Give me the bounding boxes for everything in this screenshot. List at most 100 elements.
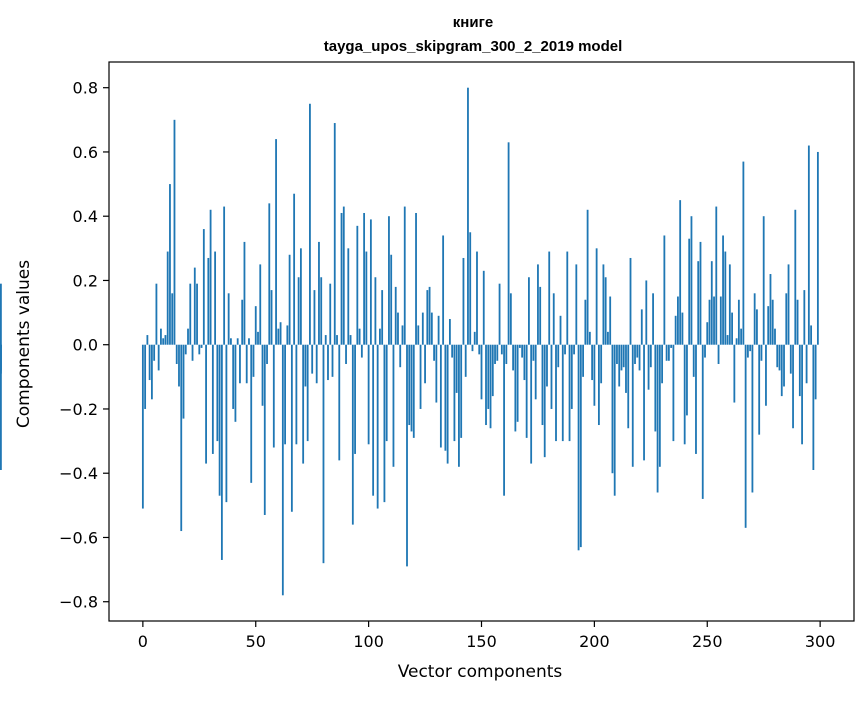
bar [299, 248, 302, 345]
bar [665, 344, 668, 361]
y-tick-label: −0.8 [59, 593, 98, 612]
bar [595, 248, 598, 345]
bar [679, 200, 682, 345]
bar [345, 344, 347, 364]
bar [480, 344, 483, 400]
bar [670, 344, 673, 348]
bar [424, 344, 426, 384]
bar [214, 251, 217, 345]
bar [667, 344, 670, 361]
bar [406, 344, 408, 567]
bar [187, 328, 189, 345]
y-tick-label: 0.6 [73, 143, 98, 162]
bar [196, 283, 198, 345]
bar [760, 344, 763, 361]
bar [141, 344, 144, 509]
bar [625, 344, 627, 393]
bar [710, 261, 713, 345]
bar [417, 325, 420, 345]
bar [160, 328, 162, 345]
bar [318, 241, 320, 345]
bar [360, 344, 363, 358]
x-axis-ticks: 0 50 100 150 200 250 300 [138, 621, 835, 651]
bar [469, 232, 472, 345]
bar [774, 328, 776, 345]
bar [737, 299, 740, 345]
y-tick-label: −0.2 [59, 400, 98, 419]
bar [699, 241, 702, 345]
bar [261, 344, 264, 406]
y-tick-label: 0.4 [73, 207, 98, 226]
bar [209, 209, 212, 345]
bar [512, 344, 515, 371]
bar [248, 338, 250, 345]
chart-title: книге [453, 14, 493, 31]
bar [173, 119, 176, 345]
bar [333, 123, 336, 345]
bar [363, 212, 366, 345]
bar [677, 296, 679, 345]
bar [354, 344, 356, 454]
bar [313, 290, 316, 345]
bar [230, 338, 232, 345]
bar [518, 344, 521, 348]
x-tick-label: 250 [692, 632, 723, 651]
bar [322, 344, 325, 564]
bar [252, 344, 255, 377]
bar [257, 331, 259, 345]
bar [365, 251, 368, 345]
bar [733, 344, 736, 403]
bar [643, 344, 645, 461]
bar [796, 299, 799, 345]
bar [401, 325, 404, 345]
bar [241, 299, 244, 345]
bar [169, 184, 171, 345]
bar [451, 344, 454, 358]
bar [200, 344, 203, 348]
bar [388, 216, 390, 345]
bar [731, 312, 733, 345]
bar [266, 344, 268, 364]
x-axis-label: Vector components [398, 662, 563, 682]
bar [494, 344, 496, 364]
bar [521, 344, 524, 358]
bar [281, 344, 284, 596]
bar [548, 251, 551, 345]
bar [566, 251, 569, 345]
bar [225, 344, 228, 503]
bar [148, 344, 151, 381]
bar [243, 241, 246, 345]
bar [692, 344, 695, 377]
y-axis-ticks: −0.8 −0.6 −0.4 −0.2 0.0 0.2 0.4 0.6 0.8 [59, 79, 109, 612]
bar [706, 322, 709, 345]
bar [559, 315, 562, 345]
bar [805, 344, 808, 384]
bar [155, 283, 158, 345]
bar [390, 254, 393, 345]
bar [701, 344, 704, 499]
bar [577, 344, 580, 551]
bar [297, 277, 300, 345]
bar [302, 344, 305, 464]
bar [647, 344, 650, 390]
bar [202, 229, 205, 345]
bar [430, 312, 433, 345]
bar [672, 344, 675, 442]
bar [715, 206, 718, 345]
bar [0, 344, 2, 348]
bar [198, 344, 201, 355]
bar [157, 344, 160, 371]
bar [627, 344, 630, 429]
bar [661, 344, 664, 384]
bar [537, 264, 539, 345]
bar [611, 344, 614, 474]
bar [663, 235, 666, 345]
bar [787, 264, 790, 345]
bar [604, 277, 607, 345]
bar [778, 344, 781, 371]
bar [740, 328, 743, 345]
bar [0, 283, 2, 345]
bar [726, 335, 729, 345]
bar [146, 335, 149, 345]
bar [385, 344, 388, 442]
